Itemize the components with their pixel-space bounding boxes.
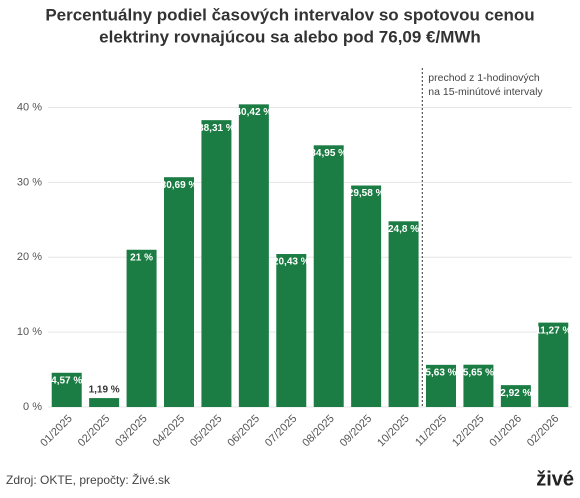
source: Zdroj: OKTE, prepočty: Živé.sk bbox=[6, 472, 171, 487]
x-tick-label: 12/2025 bbox=[450, 413, 487, 450]
x-tick-label: 05/2025 bbox=[188, 413, 225, 450]
bar bbox=[500, 385, 531, 407]
bar bbox=[276, 254, 307, 407]
bar bbox=[351, 185, 382, 407]
x-tick-label: 01/2025 bbox=[38, 413, 75, 450]
bar bbox=[51, 372, 82, 407]
annotation: prechod z 1-hodinových bbox=[428, 72, 540, 84]
bar bbox=[201, 120, 232, 407]
y-tick-label: 10 % bbox=[17, 326, 42, 338]
value-label: 40,42 % bbox=[236, 107, 273, 118]
bar bbox=[426, 364, 456, 407]
annotation: na 15-minútové intervaly bbox=[428, 86, 543, 98]
value-label: 38,31 % bbox=[198, 123, 235, 134]
y-tick-label: 30 % bbox=[17, 176, 42, 188]
bar bbox=[463, 364, 494, 407]
bar bbox=[538, 322, 569, 407]
bar bbox=[89, 398, 120, 407]
value-label: 11,27 % bbox=[535, 325, 571, 336]
value-label: 30,69 % bbox=[161, 180, 198, 191]
y-tick-label: 0 % bbox=[23, 401, 42, 413]
bar bbox=[388, 221, 419, 407]
value-label: 24,8 % bbox=[388, 224, 419, 235]
chart-title: elektriny rovnajúcou sa alebo pod 76,09 … bbox=[99, 27, 481, 46]
x-tick-label: 02/2026 bbox=[525, 413, 562, 450]
value-label: 5,63 % bbox=[425, 367, 456, 378]
x-tick-label: 06/2025 bbox=[225, 413, 262, 450]
x-tick-label: 08/2025 bbox=[300, 413, 337, 450]
y-tick-label: 20 % bbox=[17, 251, 42, 263]
x-tick-label: 01/2026 bbox=[487, 413, 524, 450]
bar bbox=[126, 249, 157, 407]
bar bbox=[313, 145, 344, 408]
value-label: 2,92 % bbox=[500, 388, 531, 399]
x-tick-label: 10/2025 bbox=[375, 413, 412, 450]
bar bbox=[238, 104, 269, 407]
value-label: 5,65 % bbox=[463, 367, 494, 378]
value-label: 34,95 % bbox=[310, 148, 347, 159]
value-label: 4,57 % bbox=[51, 375, 82, 386]
chart-title: Percentuálny podiel časových intervalov … bbox=[45, 5, 534, 24]
x-tick-label: 09/2025 bbox=[338, 413, 375, 450]
value-label: 29,58 % bbox=[348, 188, 385, 199]
value-label: 21 % bbox=[130, 252, 153, 263]
value-label: 1,19 % bbox=[89, 385, 120, 396]
y-tick-label: 40 % bbox=[17, 101, 42, 113]
x-tick-label: 11/2025 bbox=[413, 413, 449, 449]
bar bbox=[164, 177, 194, 407]
value-label: 20,43 % bbox=[273, 257, 310, 268]
x-tick-label: 03/2025 bbox=[113, 413, 150, 450]
x-tick-label: 02/2025 bbox=[76, 413, 113, 450]
logo: živé bbox=[536, 468, 574, 490]
x-tick-label: 04/2025 bbox=[151, 413, 188, 450]
x-tick-label: 07/2025 bbox=[263, 413, 300, 450]
